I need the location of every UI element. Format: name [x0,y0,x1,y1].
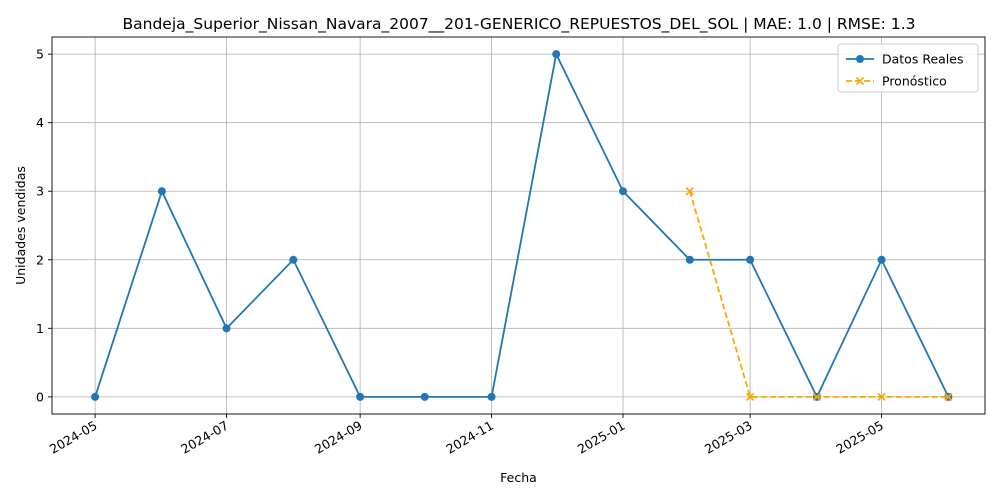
data-point [289,255,298,264]
series-line-0 [94,51,950,399]
y-tick-label: 2 [36,252,44,267]
data-point [420,392,429,401]
data-point [685,187,694,196]
chart-title: Bandeja_Superior_Nissan_Navara_2007__201… [123,15,916,34]
legend-marker [856,55,864,63]
x-tick-label: 2025-03 [702,418,755,457]
data-point [157,187,166,196]
data-point [745,392,755,402]
x-tick-label: 2024-05 [47,418,100,457]
data-point [619,187,628,196]
legend-frame [837,43,979,93]
legend: Datos Reales Pronóstico [837,43,979,93]
y-tick-label: 4 [36,115,44,130]
legend-label: Datos Reales [882,52,963,67]
data-point [877,392,886,402]
series-layer [91,50,953,402]
data-point [487,392,496,401]
data-point [812,392,822,402]
y-tick-label: 5 [36,47,44,62]
data-point [685,255,694,264]
legend-marker [855,76,865,86]
x-axis-label: Fecha [500,470,537,485]
y-tick-label: 1 [36,321,44,336]
series-line-1 [688,190,949,398]
data-point [877,255,886,264]
y-tick-label: 3 [36,184,44,199]
data-point [91,392,100,401]
data-point [552,50,561,59]
plot-frame [51,36,986,415]
data-point [746,255,755,264]
x-tick-label: 2025-01 [575,418,628,457]
grid-layer [52,37,985,414]
data-point [222,324,231,333]
x-tick-label: 2025-05 [833,418,886,457]
x-tick-label: 2024-11 [443,418,496,457]
data-point [944,392,953,402]
y-axis-label: Unidades vendidas [13,166,28,285]
y-tick-label: 0 [36,389,44,404]
legend-label: Pronóstico [882,74,947,89]
x-tick-label: 2024-09 [312,418,365,457]
data-point [356,392,365,401]
x-tick-label: 2024-07 [178,418,231,457]
ticks-layer: 2024-05 2024-07 2024-09 2024-11 2025-01 2025-… [36,47,886,457]
